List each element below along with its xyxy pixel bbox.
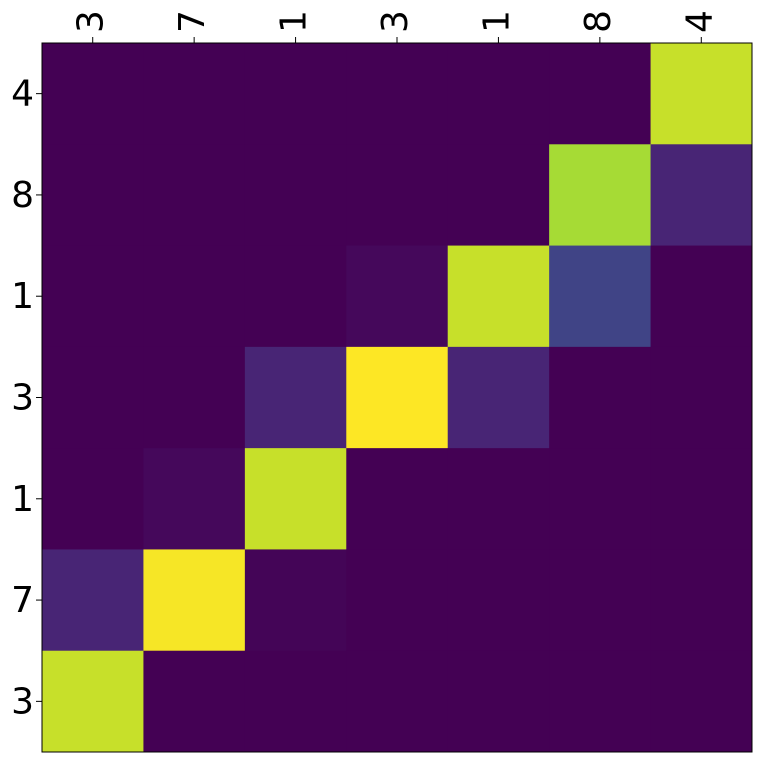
heatmap-cell	[244, 245, 347, 348]
heatmap-cell	[346, 650, 449, 753]
heatmap-cell	[42, 346, 144, 449]
heatmap-cell	[42, 144, 144, 247]
heatmap-cell	[650, 448, 753, 550]
heatmap-cell	[346, 346, 449, 449]
x-tick-label: 3	[71, 10, 112, 33]
heatmap-cell	[143, 448, 246, 550]
heatmap-cell	[244, 448, 347, 550]
x-tick-label: 1	[274, 10, 315, 33]
y-tick-label: 8	[11, 175, 34, 216]
heatmap-cell	[549, 650, 652, 753]
heatmap-cell	[447, 549, 550, 652]
heatmap-cell	[42, 245, 144, 348]
y-tick-label: 3	[11, 681, 34, 722]
heatmap-cell	[447, 43, 550, 145]
heatmap-cell	[447, 346, 550, 449]
y-tick-label: 1	[11, 479, 34, 520]
heatmap-cell	[549, 43, 652, 145]
heatmap-cell	[549, 245, 652, 348]
heatmap-cell	[447, 650, 550, 753]
y-tick-label: 4	[11, 74, 34, 115]
heatmap-cell	[346, 43, 449, 145]
x-tick-label: 3	[375, 10, 416, 33]
heatmap-cell	[42, 549, 144, 652]
heatmap-cell	[143, 245, 246, 348]
heatmap-cell	[143, 650, 246, 753]
heatmap-cell	[346, 549, 449, 652]
heatmap-cell	[549, 549, 652, 652]
heatmap-cell	[549, 448, 652, 550]
heatmap-cell	[447, 448, 550, 550]
y-tick-label: 7	[11, 580, 34, 621]
y-tick-label: 1	[11, 276, 34, 317]
heatmap-cell	[650, 549, 753, 652]
heatmap-cell	[447, 144, 550, 247]
heatmap-cell	[650, 346, 753, 449]
x-tick-label: 7	[172, 10, 213, 33]
heatmap-cell	[650, 43, 753, 145]
heatmap-cell	[244, 43, 347, 145]
heatmap-cell	[346, 245, 449, 348]
heatmap-cell	[346, 144, 449, 247]
heatmap-cell	[244, 650, 347, 753]
heatmap-cell	[346, 448, 449, 550]
heatmap-cell	[42, 448, 144, 550]
heatmap-cell	[42, 650, 144, 753]
x-tick-label: 1	[476, 10, 517, 33]
heatmap-cell	[42, 43, 144, 145]
heatmap-cell	[143, 144, 246, 247]
heatmap-cell	[143, 346, 246, 449]
heatmap-cell	[244, 549, 347, 652]
heatmap-cell	[650, 245, 753, 348]
heatmap-cell	[244, 346, 347, 449]
heatmap-cell	[143, 549, 246, 652]
heatmap-cell	[447, 245, 550, 348]
heatmap-cell	[650, 650, 753, 753]
y-tick-label: 3	[11, 378, 34, 419]
heatmap-cell	[244, 144, 347, 247]
heatmap-cell	[143, 43, 246, 145]
x-tick-label: 8	[578, 10, 619, 33]
heatmap-cell	[650, 144, 753, 247]
heatmap-cell	[549, 346, 652, 449]
heatmap-cell	[549, 144, 652, 247]
x-tick-label: 4	[679, 10, 720, 33]
